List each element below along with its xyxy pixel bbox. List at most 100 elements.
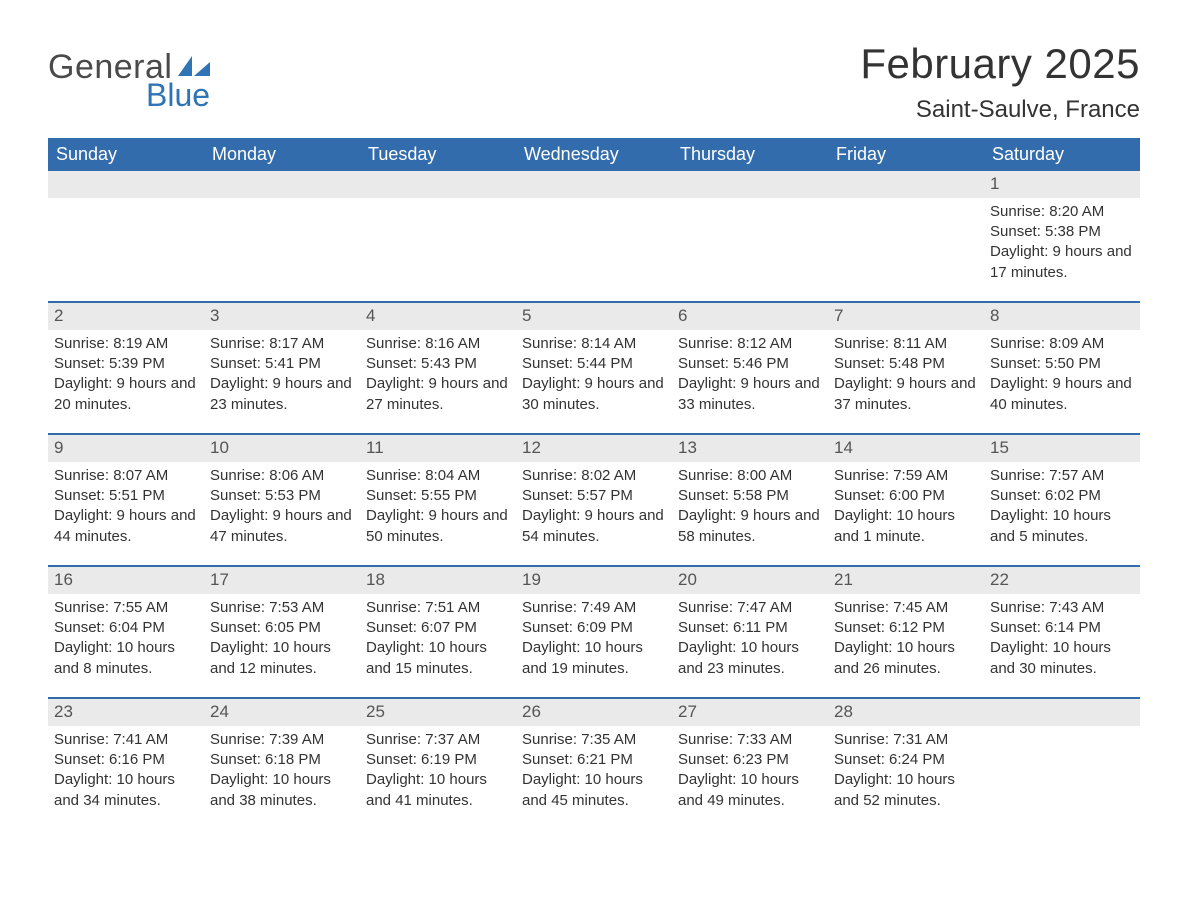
sunset-line: Sunset: 5:41 PM (210, 354, 354, 374)
calendar-cell: 25 Sunrise: 7:37 AMSunset: 6:19 PMDayligh… (360, 699, 516, 829)
calendar-cell: 14Sunrise: 7:59 AMSunset: 6:00 PMDayligh… (828, 435, 984, 565)
sunset-line: Sunset: 5:39 PM (54, 354, 198, 374)
sunrise-line: Sunrise: 8:02 AM (522, 466, 666, 486)
day-number: 1 (984, 171, 1140, 198)
day-number (672, 171, 828, 198)
calendar-cell: 15Sunrise: 7:57 AMSunset: 6:02 PMDayligh… (984, 435, 1140, 565)
sunset-line: Sunset: 5:51 PM (54, 486, 198, 506)
sunrise-line: Sunrise: 7:55 AM (54, 598, 198, 618)
day-number: 3 (204, 303, 360, 330)
calendar-cell: 7Sunrise: 8:11 AMSunset: 5:48 PMDaylight… (828, 303, 984, 433)
daylight-line: Daylight: 10 hours and 23 minutes. (678, 638, 822, 679)
sunset-line: Sunset: 5:55 PM (366, 486, 510, 506)
sunset-line: Sunset: 5:48 PM (834, 354, 978, 374)
sunrise-line: Sunrise: 8:17 AM (210, 334, 354, 354)
day-number: 8 (984, 303, 1140, 330)
daylight-line: Daylight: 9 hours and 54 minutes. (522, 506, 666, 547)
day-number: 16 (48, 567, 204, 594)
sunset-line: Sunset: 5:57 PM (522, 486, 666, 506)
sunset-line: Sunset: 5:50 PM (990, 354, 1134, 374)
calendar-header-cell: Saturday (984, 138, 1140, 171)
sunset-line: Sunset: 6:14 PM (990, 618, 1134, 638)
calendar-header-cell: Thursday (672, 138, 828, 171)
daylight-line: Daylight: 10 hours and 49 minutes. (678, 770, 822, 811)
day-number: 13 (672, 435, 828, 462)
calendar-cell: 4Sunrise: 8:16 AMSunset: 5:43 PMDaylight… (360, 303, 516, 433)
sunrise-line: Sunrise: 7:45 AM (834, 598, 978, 618)
calendar-cell: 3 Sunrise: 8:17 AMSunset: 5:41 PMDaylight… (204, 303, 360, 433)
sunset-line: Sunset: 6:24 PM (834, 750, 978, 770)
calendar-cell: 17Sunrise: 7:53 AMSunset: 6:05 PMDayligh… (204, 567, 360, 697)
sunset-line: Sunset: 6:09 PM (522, 618, 666, 638)
calendar-cell: 13Sunrise: 8:00 AMSunset: 5:58 PMDayligh… (672, 435, 828, 565)
day-number (48, 171, 204, 198)
day-number: 10 (204, 435, 360, 462)
day-number: 22 (984, 567, 1140, 594)
day-number: 5 (516, 303, 672, 330)
month-title: February 2025 (860, 40, 1140, 88)
calendar-cell-empty (672, 171, 828, 301)
sunset-line: Sunset: 5:43 PM (366, 354, 510, 374)
daylight-line: Daylight: 9 hours and 40 minutes. (990, 374, 1134, 415)
sunset-line: Sunset: 6:18 PM (210, 750, 354, 770)
day-number: 27 (672, 699, 828, 726)
calendar-table: SundayMondayTuesdayWednesdayThursdayFrid… (48, 138, 1140, 829)
sunset-line: Sunset: 6:23 PM (678, 750, 822, 770)
calendar-week-row: 23Sunrise: 7:41 AMSunset: 6:16 PMDayligh… (48, 697, 1140, 829)
calendar-week-row: 2Sunrise: 8:19 AMSunset: 5:39 PMDaylight… (48, 301, 1140, 433)
calendar-cell: 5Sunrise: 8:14 AMSunset: 5:44 PMDaylight… (516, 303, 672, 433)
daylight-line: Daylight: 10 hours and 1 minute. (834, 506, 978, 547)
calendar-cell-empty (48, 171, 204, 301)
sunrise-line: Sunrise: 8:00 AM (678, 466, 822, 486)
calendar-header-cell: Tuesday (360, 138, 516, 171)
sunset-line: Sunset: 5:58 PM (678, 486, 822, 506)
daylight-line: Daylight: 10 hours and 34 minutes. (54, 770, 198, 811)
daylight-line: Daylight: 10 hours and 5 minutes. (990, 506, 1134, 547)
calendar-cell-empty (828, 171, 984, 301)
title-block: February 2025 Saint-Saulve, France (860, 40, 1140, 132)
calendar-cell: 27 Sunrise: 7:33 AMSunset: 6:23 PMDayligh… (672, 699, 828, 829)
calendar-cell-empty (984, 699, 1140, 829)
daylight-line: Daylight: 9 hours and 23 minutes. (210, 374, 354, 415)
sunrise-line: Sunrise: 7:37 AM (366, 730, 510, 750)
sunrise-line: Sunrise: 8:14 AM (522, 334, 666, 354)
sunrise-line: Sunrise: 7:43 AM (990, 598, 1134, 618)
calendar-cell: 26Sunrise: 7:35 AMSunset: 6:21 PMDayligh… (516, 699, 672, 829)
logo: General Blue (48, 48, 212, 114)
daylight-line: Daylight: 10 hours and 41 minutes. (366, 770, 510, 811)
sunrise-line: Sunrise: 8:11 AM (834, 334, 978, 354)
logo-text-blue: Blue (146, 77, 212, 114)
sunset-line: Sunset: 6:21 PM (522, 750, 666, 770)
calendar-cell: 1Sunrise: 8:20 AMSunset: 5:38 PMDaylight… (984, 171, 1140, 301)
sunset-line: Sunset: 6:19 PM (366, 750, 510, 770)
sunset-line: Sunset: 6:07 PM (366, 618, 510, 638)
day-number (516, 171, 672, 198)
calendar-cell: 10Sunrise: 8:06 AMSunset: 5:53 PMDayligh… (204, 435, 360, 565)
daylight-line: Daylight: 10 hours and 8 minutes. (54, 638, 198, 679)
day-number: 19 (516, 567, 672, 594)
day-number: 6 (672, 303, 828, 330)
sunset-line: Sunset: 6:05 PM (210, 618, 354, 638)
day-number: 24 (204, 699, 360, 726)
sunrise-line: Sunrise: 7:41 AM (54, 730, 198, 750)
calendar-cell: 8 Sunrise: 8:09 AMSunset: 5:50 PMDaylight… (984, 303, 1140, 433)
calendar-cell: 24Sunrise: 7:39 AMSunset: 6:18 PMDayligh… (204, 699, 360, 829)
sunrise-line: Sunrise: 8:09 AM (990, 334, 1134, 354)
sunrise-line: Sunrise: 7:33 AM (678, 730, 822, 750)
daylight-line: Daylight: 10 hours and 52 minutes. (834, 770, 978, 811)
day-number (828, 171, 984, 198)
sunrise-line: Sunrise: 7:53 AM (210, 598, 354, 618)
day-number (360, 171, 516, 198)
sunset-line: Sunset: 6:02 PM (990, 486, 1134, 506)
calendar-cell: 2Sunrise: 8:19 AMSunset: 5:39 PMDaylight… (48, 303, 204, 433)
day-number: 28 (828, 699, 984, 726)
day-number: 2 (48, 303, 204, 330)
daylight-line: Daylight: 10 hours and 45 minutes. (522, 770, 666, 811)
calendar-cell: 18Sunrise: 7:51 AMSunset: 6:07 PMDayligh… (360, 567, 516, 697)
calendar-cell: 21Sunrise: 7:45 AMSunset: 6:12 PMDayligh… (828, 567, 984, 697)
daylight-line: Daylight: 10 hours and 15 minutes. (366, 638, 510, 679)
day-number: 25 (360, 699, 516, 726)
calendar-header-cell: Wednesday (516, 138, 672, 171)
daylight-line: Daylight: 10 hours and 12 minutes. (210, 638, 354, 679)
calendar-cell-empty (516, 171, 672, 301)
